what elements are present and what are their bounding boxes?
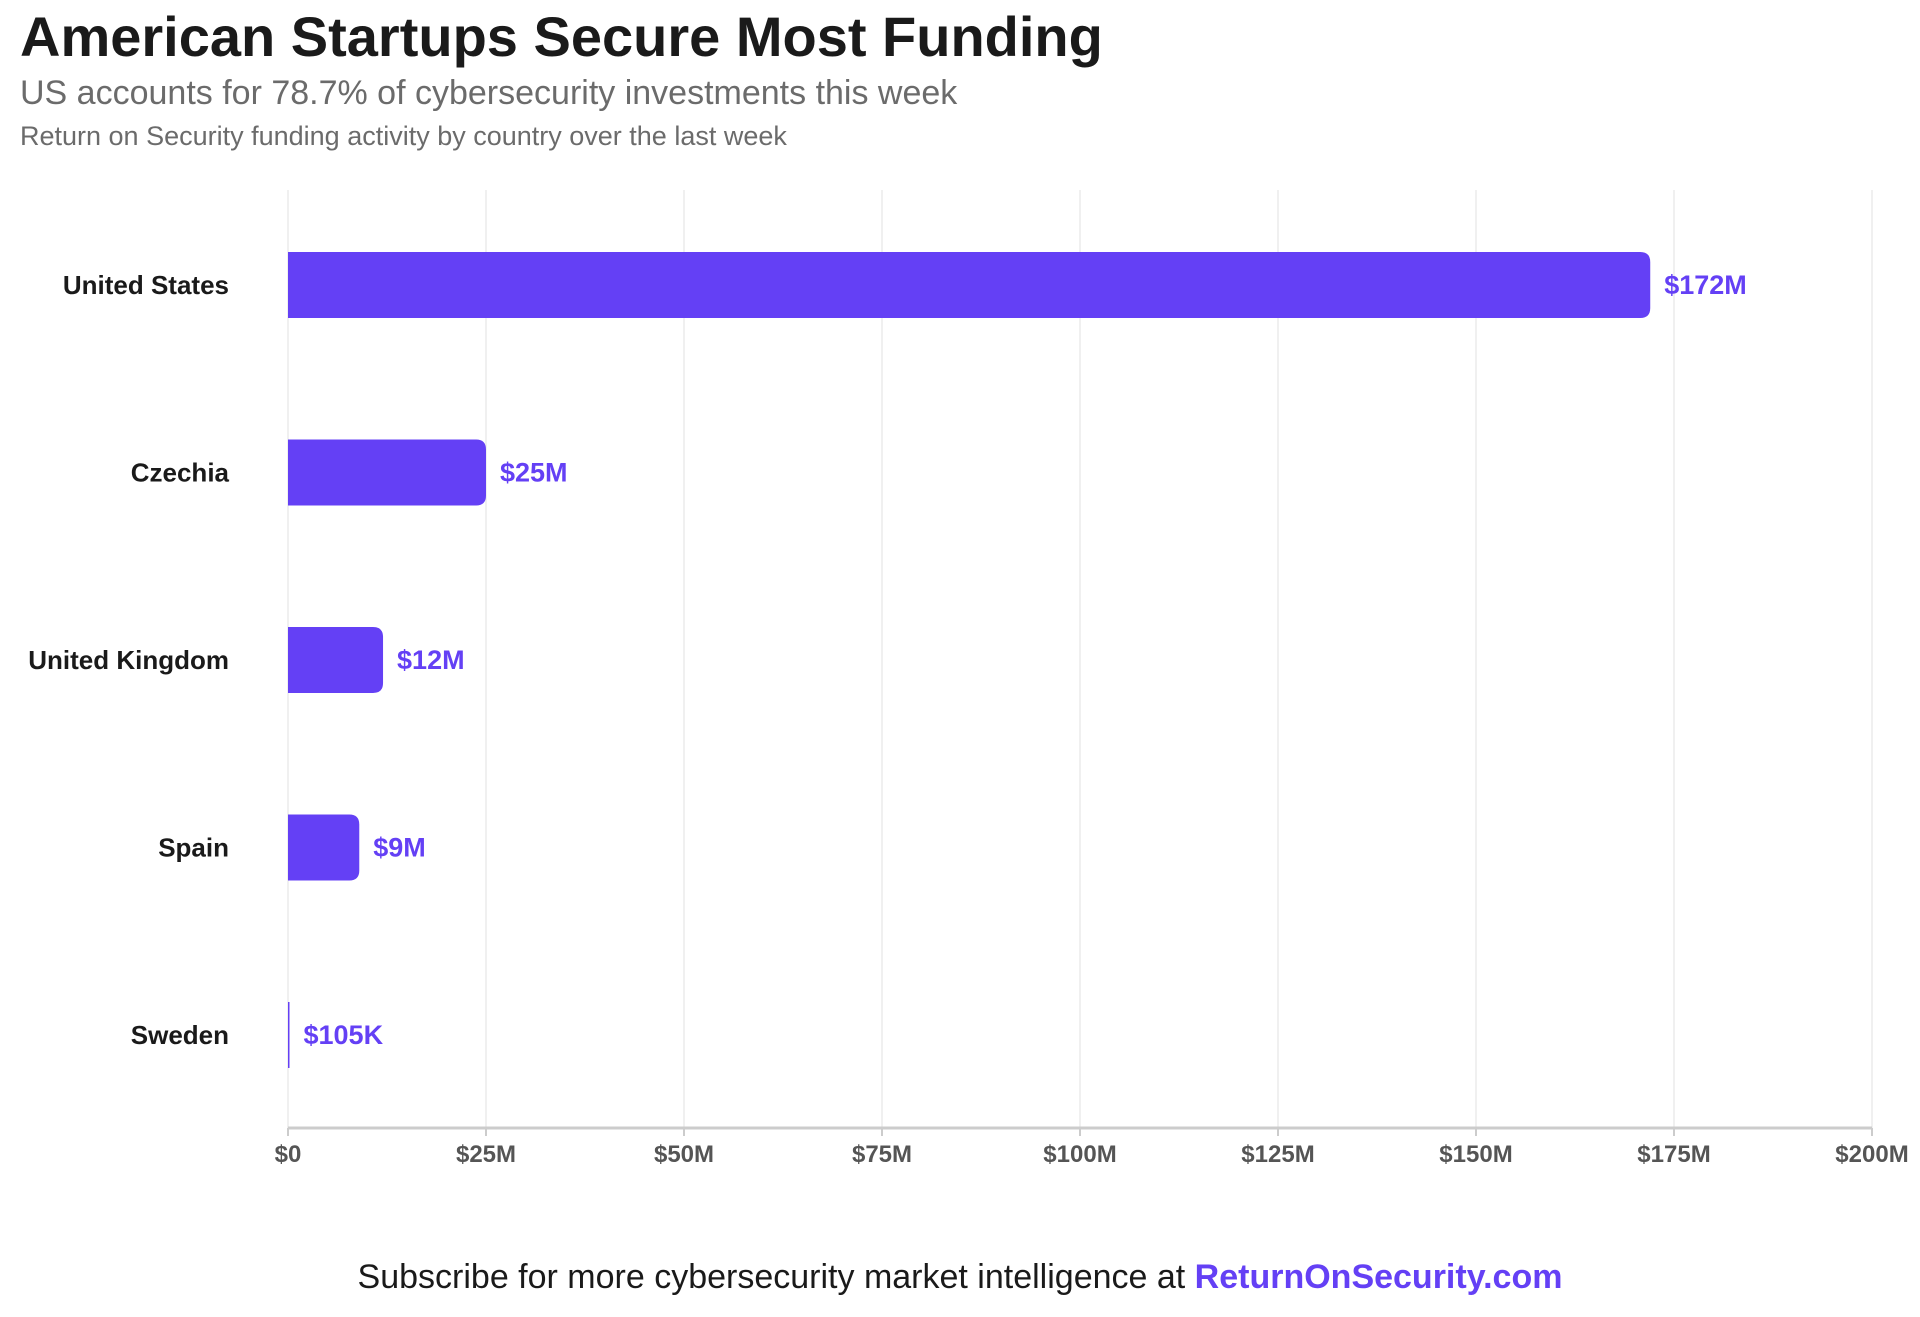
data-label: $25M (500, 458, 568, 488)
footer: Subscribe for more cybersecurity market … (0, 1258, 1920, 1297)
bar (288, 814, 360, 881)
category-label: Sweden (131, 1020, 229, 1050)
bar (288, 439, 486, 506)
x-tick-label: $125M (1241, 1141, 1314, 1168)
data-label: $105K (304, 1020, 384, 1050)
chart-title: American Startups Secure Most Funding (20, 5, 1103, 68)
bar (288, 1002, 290, 1068)
category-label: Czechia (131, 458, 230, 488)
data-label: $9M (373, 833, 426, 863)
x-tick-label: $100M (1043, 1141, 1116, 1168)
category-label: Spain (158, 833, 229, 863)
bar (288, 252, 1651, 318)
x-tick-label: $175M (1637, 1141, 1710, 1168)
x-tick-label: $150M (1439, 1141, 1512, 1168)
x-tick-label: $200M (1835, 1141, 1908, 1168)
chart-subtitle: US accounts for 78.7% of cybersecurity i… (20, 74, 958, 112)
bar-chart: $0 $25M $50M $75M $100M $125M $150M $175M $200M U… (28, 190, 1909, 1168)
category-label: United States (63, 270, 229, 300)
footer-text: Subscribe for more cybersecurity market … (357, 1258, 1195, 1296)
footer-brand-link[interactable]: ReturnOnSecurity.com (1194, 1258, 1563, 1296)
x-tick-label: $50M (654, 1141, 714, 1168)
bar (288, 627, 384, 693)
category-label: United Kingdom (28, 645, 229, 675)
data-label: $172M (1664, 270, 1747, 300)
x-tick-label: $75M (852, 1141, 912, 1168)
x-tick-label: $0 (275, 1141, 302, 1168)
data-label: $12M (397, 645, 465, 675)
x-tick-label: $25M (456, 1141, 516, 1168)
chart-caption: Return on Security funding activity by c… (20, 121, 787, 151)
